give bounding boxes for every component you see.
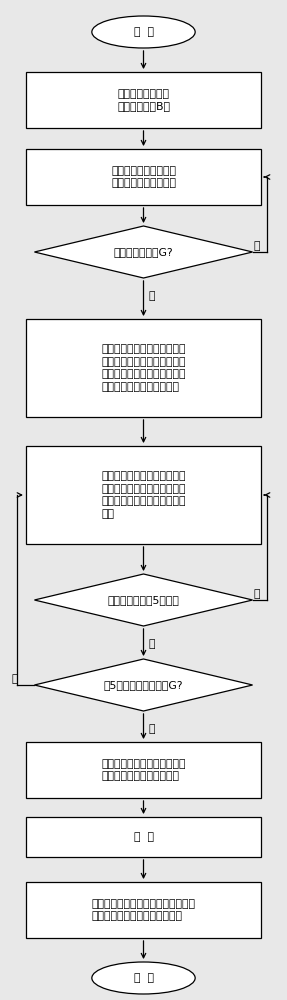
Bar xyxy=(26,319,261,417)
Text: 开  始: 开 始 xyxy=(133,27,154,37)
Text: 否: 否 xyxy=(11,674,18,684)
Text: 此5个数据是否全部为G?: 此5个数据是否全部为G? xyxy=(104,680,183,690)
Polygon shape xyxy=(34,659,253,711)
Ellipse shape xyxy=(92,962,195,994)
Text: 是: 是 xyxy=(149,724,155,734)
Text: 启动临时累积流量计量，停止
主累积流量计量，将此次计量
结果计入临时累积流量，同时
将原始数据放入原始数据组: 启动临时累积流量计量，停止 主累积流量计量，将此次计量 结果计入临时累积流量，同… xyxy=(101,344,186,392)
Bar xyxy=(26,446,261,544)
Bar xyxy=(26,817,261,857)
Text: 原始数据组清零，
置全部数据为B，: 原始数据组清零， 置全部数据为B， xyxy=(117,89,170,111)
Text: 停止主累积流量计量、
停止临时累积流量计量: 停止主累积流量计量、 停止临时累积流量计量 xyxy=(111,166,176,188)
Text: 是否已经读取了5个数据: 是否已经读取了5个数据 xyxy=(108,595,179,605)
Bar xyxy=(26,149,261,205)
Text: 是: 是 xyxy=(149,291,155,301)
Text: 否: 否 xyxy=(254,241,260,251)
Bar xyxy=(26,882,261,938)
Text: 停止临时累积流量计量，启动主累积
流量计量，进入正常的流量计量: 停止临时累积流量计量，启动主累积 流量计量，进入正常的流量计量 xyxy=(92,899,195,921)
Ellipse shape xyxy=(92,16,195,48)
Text: 将临时累积流量补入主累积流
量中，临时累积流量清零。: 将临时累积流量补入主累积流 量中，临时累积流量清零。 xyxy=(101,759,186,781)
Text: 读取最新原始数据，将每次的
计量结果计入临时累积流量，
同时将此原始数据放入原始数
据组: 读取最新原始数据，将每次的 计量结果计入临时累积流量， 同时将此原始数据放入原始… xyxy=(101,471,186,519)
Polygon shape xyxy=(34,574,253,626)
Text: 开  阀: 开 阀 xyxy=(133,832,154,842)
Text: 是: 是 xyxy=(149,639,155,649)
Polygon shape xyxy=(34,226,253,278)
Bar xyxy=(26,72,261,128)
Bar xyxy=(26,742,261,798)
Text: 最新原始数据为G?: 最新原始数据为G? xyxy=(114,247,173,257)
Text: 否: 否 xyxy=(254,589,260,599)
Text: 结  束: 结 束 xyxy=(133,973,154,983)
